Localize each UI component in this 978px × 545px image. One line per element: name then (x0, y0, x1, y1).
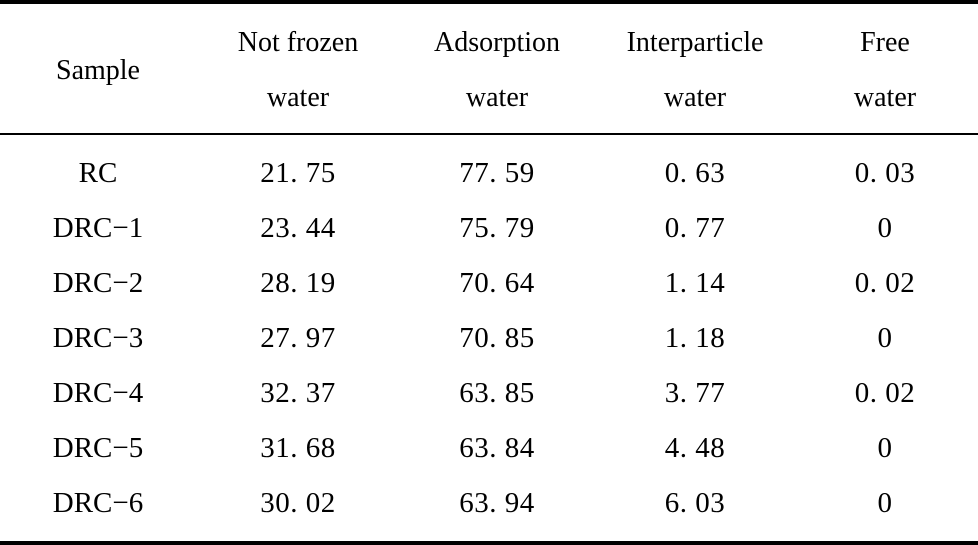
cell-sample: DRC−3 (52, 322, 144, 354)
cell-free: 0. 03 (854, 157, 916, 189)
table-top-rule (0, 0, 978, 4)
cell-interparticle: 1. 14 (664, 267, 726, 299)
cell-adsorption: 63. 85 (459, 377, 535, 409)
cell-interparticle: 0. 63 (664, 157, 726, 189)
cell-adsorption: 77. 59 (459, 157, 535, 189)
cell-interparticle: 1. 18 (664, 322, 726, 354)
header-rule (0, 133, 978, 135)
header-sample-label: Sample (56, 55, 140, 86)
cell-interparticle: 4. 48 (664, 432, 726, 464)
header-adsorption-water: Adsorption water (417, 15, 577, 125)
cell-sample: DRC−1 (52, 212, 144, 244)
header-line: Adsorption (434, 27, 560, 58)
cell-interparticle: 3. 77 (664, 377, 726, 409)
header-free-water: Free water (805, 15, 965, 125)
cell-sample: DRC−4 (52, 377, 144, 409)
header-sample: Sample (18, 43, 178, 98)
table-bottom-rule (0, 541, 978, 545)
cell-adsorption: 63. 94 (459, 487, 535, 519)
header-line: water (853, 82, 917, 113)
cell-interparticle: 0. 77 (664, 212, 726, 244)
header-interparticle-water: Interparticle water (615, 15, 775, 125)
cell-interparticle: 6. 03 (664, 487, 726, 519)
cell-not-frozen: 27. 97 (260, 322, 336, 354)
cell-not-frozen: 23. 44 (260, 212, 336, 244)
header-line: water (663, 82, 727, 113)
cell-adsorption: 70. 64 (459, 267, 535, 299)
cell-free: 0. 02 (854, 377, 916, 409)
cell-not-frozen: 28. 19 (260, 267, 336, 299)
cell-not-frozen: 30. 02 (260, 487, 336, 519)
cell-adsorption: 63. 84 (459, 432, 535, 464)
cell-adsorption: 70. 85 (459, 322, 535, 354)
cell-not-frozen: 32. 37 (260, 377, 336, 409)
cell-sample: DRC−6 (52, 487, 144, 519)
cell-sample: DRC−2 (52, 267, 144, 299)
cell-free: 0 (877, 432, 893, 464)
cell-not-frozen: 31. 68 (260, 432, 336, 464)
header-line: Free (860, 27, 910, 58)
cell-adsorption: 75. 79 (459, 212, 535, 244)
cell-free: 0. 02 (854, 267, 916, 299)
cell-free: 0 (877, 212, 893, 244)
header-line: Not frozen (237, 27, 359, 58)
header-line: water (266, 82, 330, 113)
header-not-frozen-water: Not frozen water (218, 15, 378, 125)
cell-not-frozen: 21. 75 (260, 157, 336, 189)
cell-sample: DRC−5 (52, 432, 144, 464)
header-line: Interparticle (626, 27, 764, 58)
cell-free: 0 (877, 487, 893, 519)
header-line: water (465, 82, 529, 113)
cell-free: 0 (877, 322, 893, 354)
cell-sample: RC (78, 157, 118, 189)
